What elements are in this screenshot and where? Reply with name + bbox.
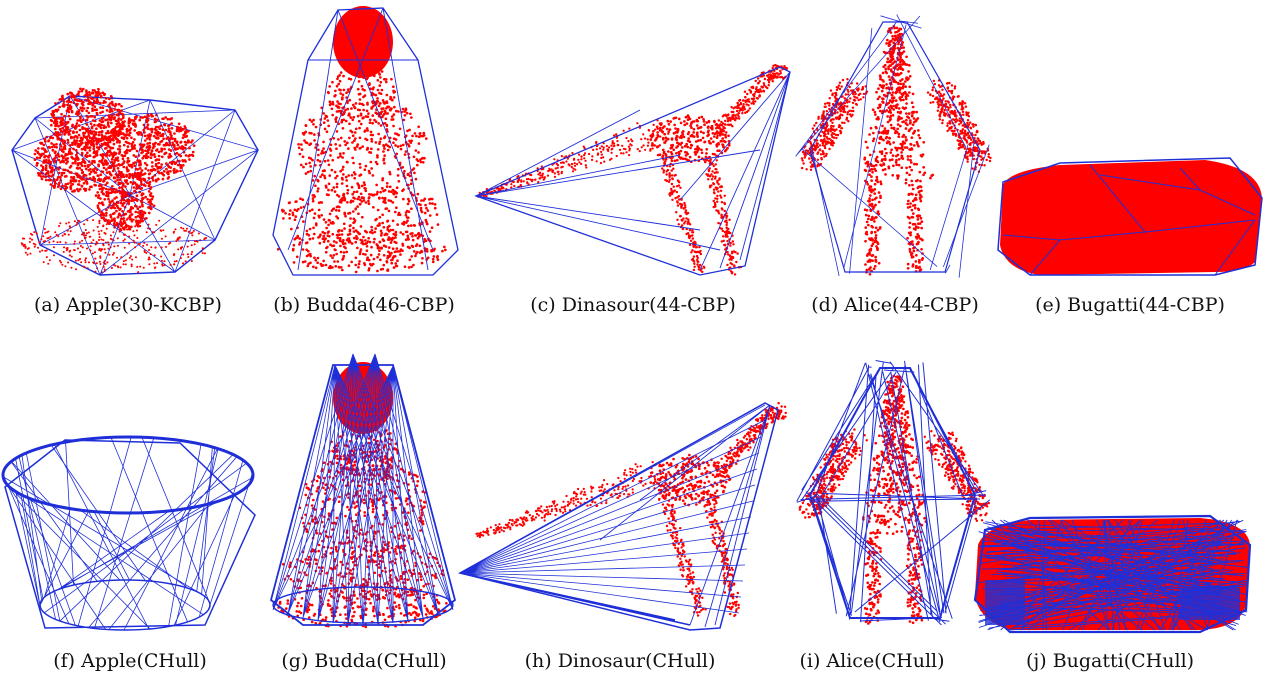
- caption-h: (h) Dinosaur(CHull): [525, 652, 716, 671]
- caption-e: (e) Bugatti(44-CBP): [1035, 296, 1225, 315]
- panel-buddha-chull: [271, 354, 455, 627]
- caption-d: (d) Alice(44-CBP): [811, 296, 979, 315]
- panel-bugatti-chull: [975, 516, 1250, 632]
- caption-f: (f) Apple(CHull): [53, 652, 207, 671]
- caption-a: (a) Apple(30-KCBP): [34, 296, 222, 315]
- panel-buddha-cbp: [273, 6, 458, 275]
- caption-j: (j) Bugatti(CHull): [1026, 652, 1194, 671]
- caption-i: (i) Alice(CHull): [799, 652, 944, 671]
- panel-bugatti-cbp: [998, 158, 1262, 275]
- caption-g: (g) Budda(CHull): [281, 652, 446, 671]
- caption-b: (b) Budda(46-CBP): [273, 296, 455, 315]
- panel-dinosaur-cbp: [476, 65, 790, 275]
- panel-alice-cbp: [796, 15, 991, 278]
- caption-c: (c) Dinasour(44-CBP): [530, 296, 736, 315]
- panel-alice-chull: [797, 361, 990, 626]
- panel-dinosaur-chull: [460, 403, 786, 630]
